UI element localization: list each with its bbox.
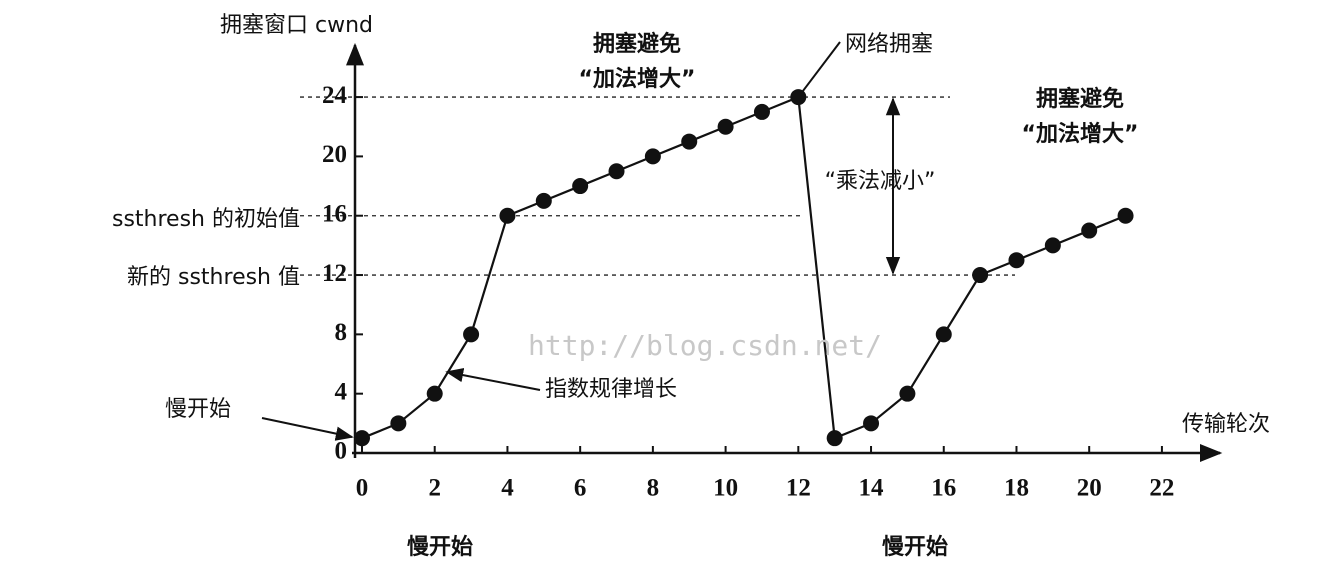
x-tick-label: 10 [713,475,738,502]
annotation: “乘法减小” [825,169,936,194]
data-point [863,415,880,432]
x-tick-label: 12 [786,475,811,502]
x-tick-label: 14 [859,475,885,502]
data-point [390,415,407,432]
annotation: 网络拥塞 [845,32,933,57]
x-tick-label: 18 [1004,475,1029,502]
pointer [261,417,354,441]
y-tick-label: 4 [335,378,348,405]
y-tick-label: 8 [335,319,348,346]
annotation: “加法增大” [579,66,696,92]
x-tick-label: 8 [647,475,660,502]
data-point [1117,207,1134,224]
x-tick-label: 22 [1149,475,1174,502]
data-point [790,89,807,106]
annotation: 拥塞避免 [593,31,681,57]
data-point [463,326,480,343]
annotation: 慢开始 [882,534,948,560]
data-point [826,430,843,447]
x-tick-label: 4 [501,475,514,502]
data-point [1008,252,1025,269]
y-tick-label: 12 [322,260,347,287]
data-point [1044,237,1061,254]
data-point [644,148,661,165]
y-tick-label: 20 [322,141,347,168]
data-point [535,192,552,209]
y-axis-label: 拥塞窗口 cwnd [220,13,373,38]
x-tick-label: 16 [931,475,956,502]
data-point [354,430,370,447]
data-point [753,103,770,120]
data-point [608,163,625,180]
data-point [572,178,589,195]
data-point [426,385,443,402]
annotation: 拥塞避免 [1036,86,1124,112]
y-tick-label: 0 [335,438,348,465]
annotation: 指数规律增长 [545,377,677,402]
y-tick-label: 24 [322,82,348,109]
pointer [445,368,541,391]
x-tick-label: 2 [428,475,441,502]
annotation: 慢开始 [165,397,231,422]
annotation: http://blog.csdn.net/ [528,329,882,362]
pointer [797,41,841,98]
annotation: 新的 ssthresh 值 [127,265,300,290]
y-tick-label: 16 [322,200,347,227]
annotation: “加法增大” [1022,121,1139,147]
data-point [899,385,916,402]
data-point [499,207,516,224]
data-point [717,118,734,135]
annotation: ssthresh 的初始值 [112,207,300,232]
annotation: 慢开始 [407,534,473,560]
x-tick-label: 20 [1077,475,1102,502]
data-point [935,326,952,343]
x-tick-label: 0 [356,475,369,502]
data-point [681,133,698,150]
data-point [1081,222,1098,239]
x-axis-label: 传输轮次 [1182,412,1270,437]
x-tick-label: 6 [574,475,587,502]
series-line [361,95,1126,440]
data-point [972,267,989,284]
